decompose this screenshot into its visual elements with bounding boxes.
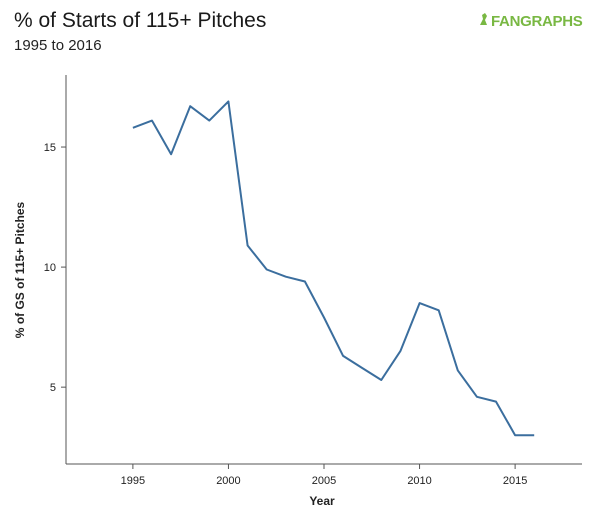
series-line	[132, 100, 535, 437]
x-tick-label: 2015	[503, 475, 527, 487]
fangraphs-batter-icon	[479, 12, 489, 30]
chart-subtitle: 1995 to 2016	[14, 37, 102, 54]
x-axis-label: Year	[309, 494, 335, 508]
x-tick-label: 2005	[312, 475, 336, 487]
x-ticks: 1995 2000 2005 2010 2015	[121, 464, 527, 487]
chart-title: % of Starts of 115+ Pitches	[14, 9, 267, 32]
x-tick-label: 2010	[407, 475, 431, 487]
fangraphs-logo: FANGRAPHS	[479, 12, 583, 30]
x-tick-label: 2000	[216, 475, 240, 487]
x-tick-label: 1995	[121, 475, 145, 487]
y-tick-label: 10	[44, 262, 56, 274]
logo-text: FANGRAPHS	[491, 12, 583, 30]
y-axis-label: % of GS of 115+ Pitches	[13, 201, 27, 338]
y-ticks: 5 10 15	[44, 142, 66, 394]
y-tick-label: 15	[44, 142, 56, 154]
y-tick-label: 5	[50, 382, 56, 394]
